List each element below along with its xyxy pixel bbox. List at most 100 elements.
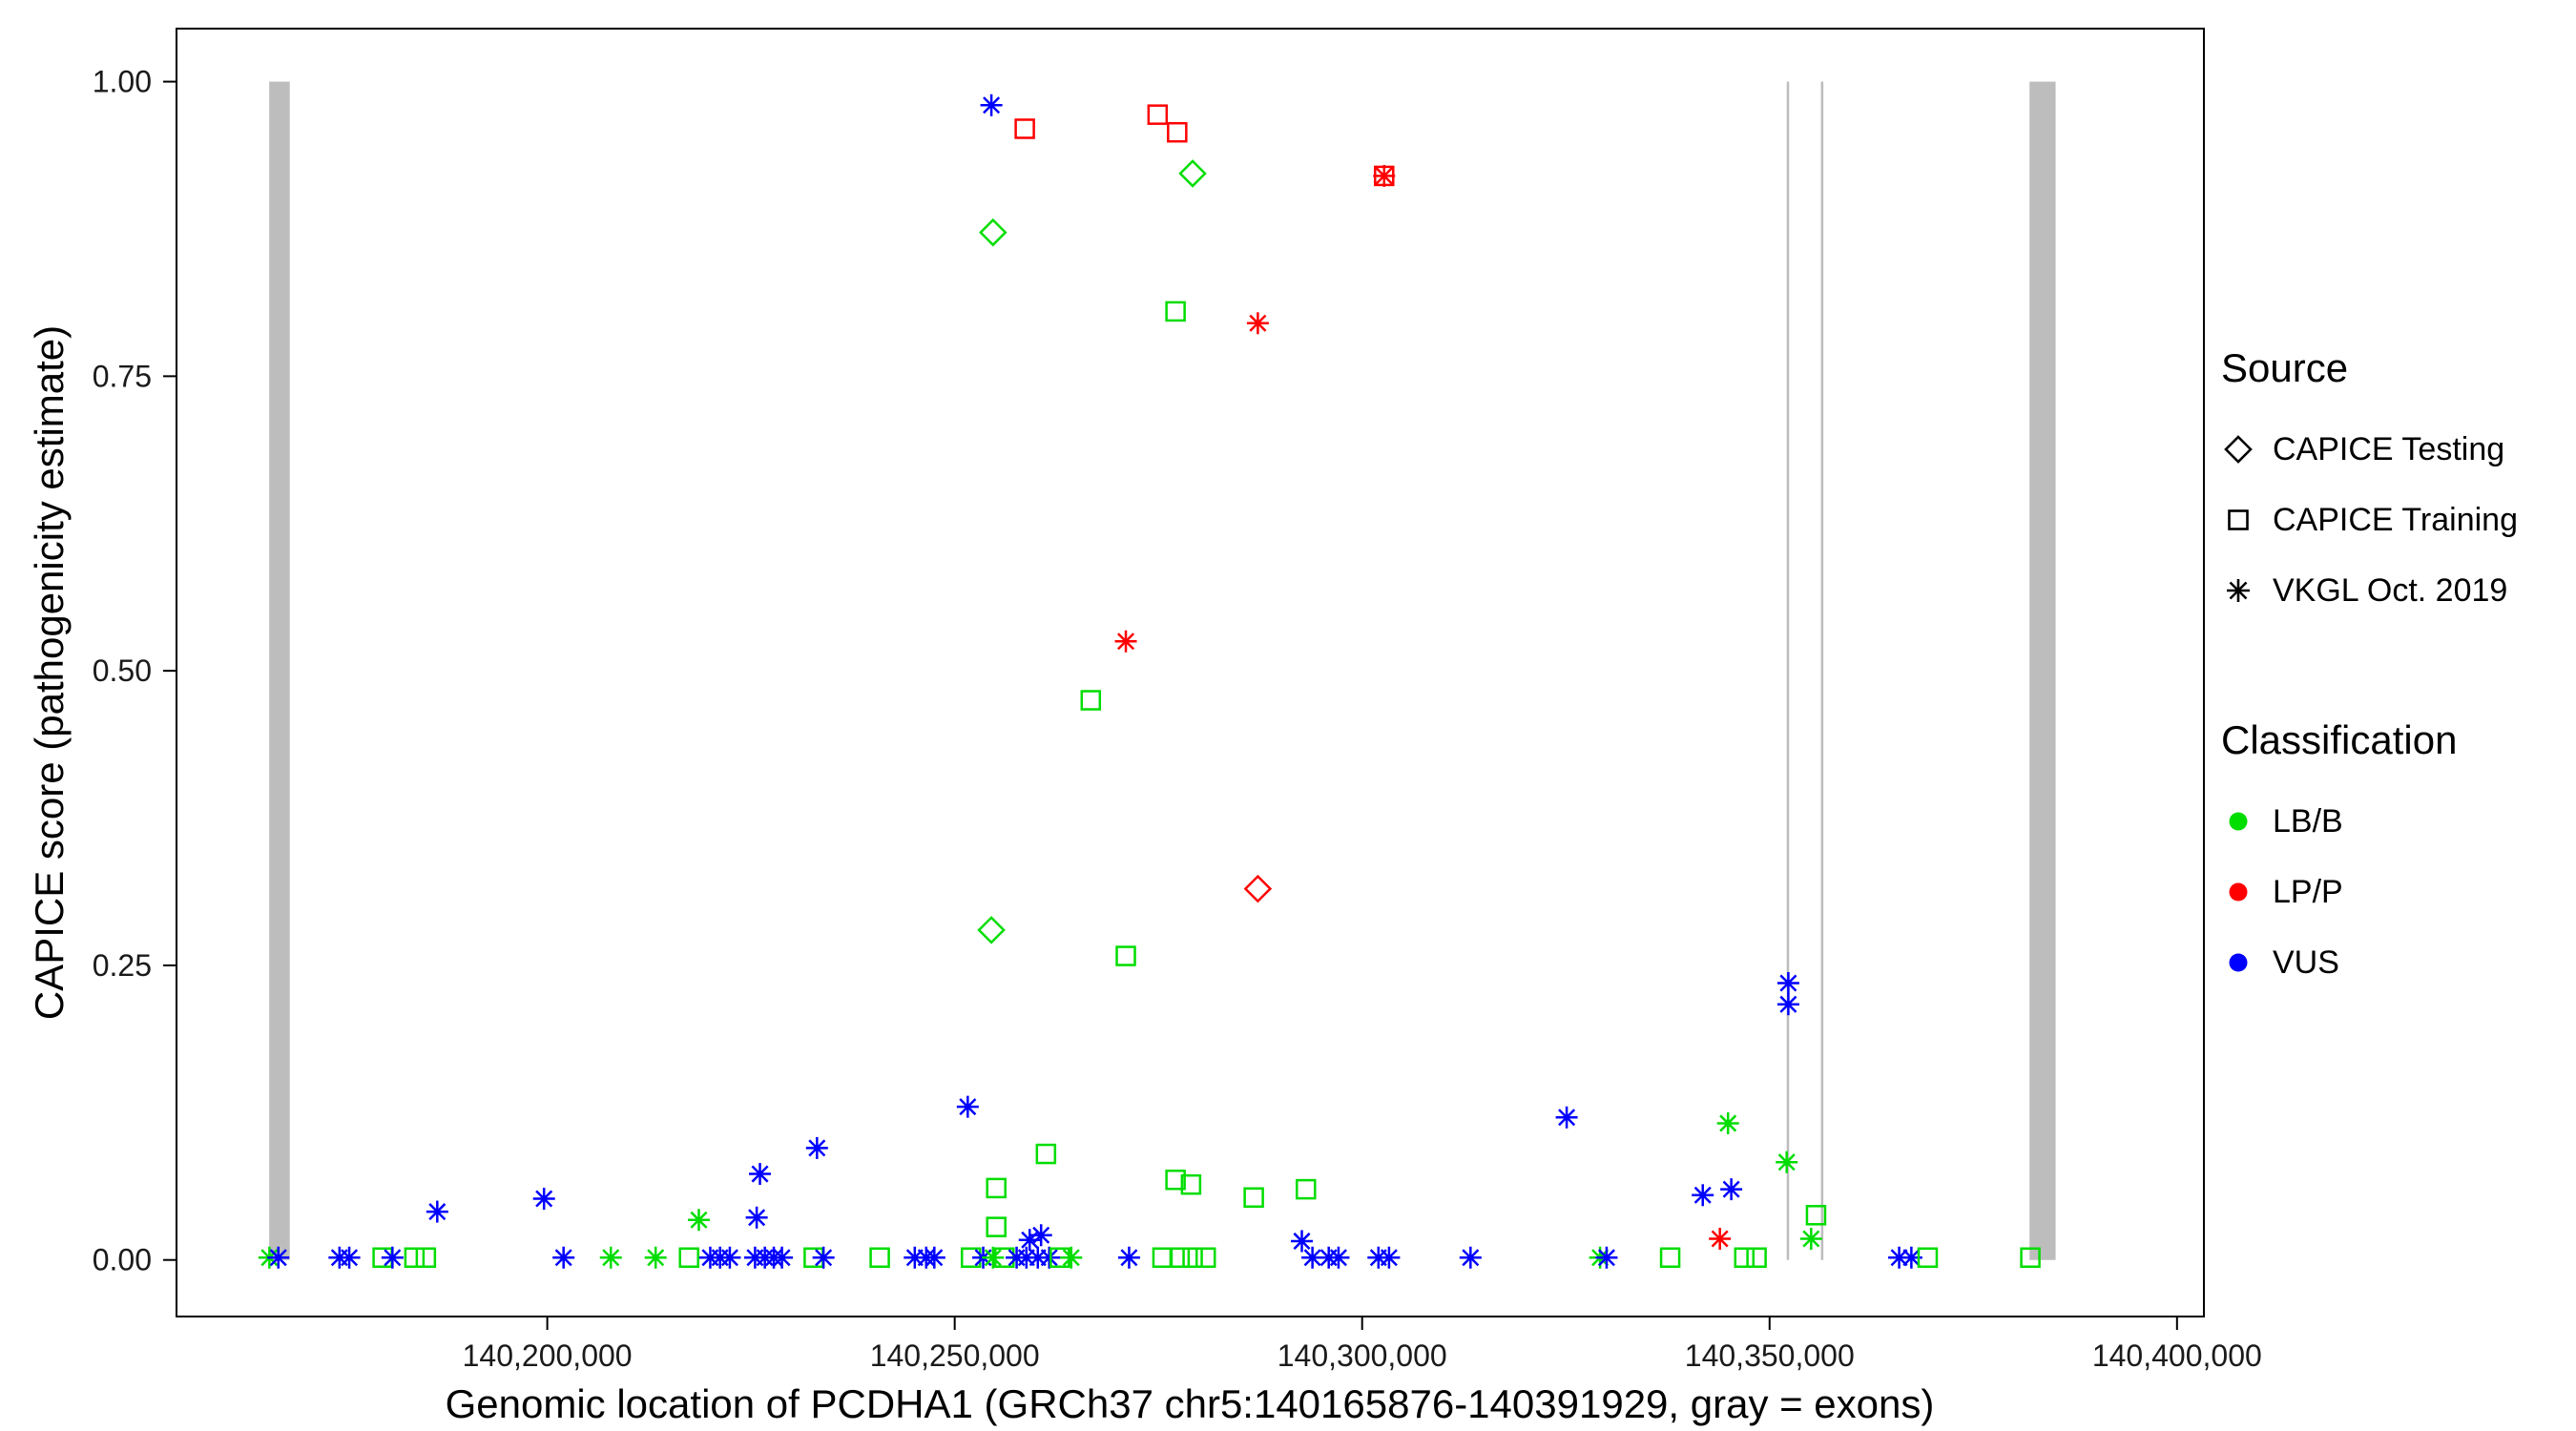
legend-item-label: CAPICE Testing	[2273, 430, 2505, 467]
legend-source-section: Source CAPICE Testing CAPICE Training	[2221, 345, 2518, 626]
legend-item-vkgl: VKGL Oct. 2019	[2221, 555, 2518, 626]
y-tick-label: 1.00	[93, 65, 152, 99]
legend-item-label: CAPICE Training	[2273, 501, 2518, 538]
data-point-asterisk	[1038, 1246, 1061, 1269]
legend-item-vus: VUS	[2221, 927, 2518, 998]
legend-classification-section: Classification LB/B LP/P VUS	[2221, 717, 2518, 998]
data-point-asterisk	[1327, 1246, 1350, 1269]
data-point-asterisk	[1555, 1106, 1578, 1129]
data-point-square	[1659, 1247, 1681, 1268]
data-point-asterisk	[1720, 1178, 1743, 1201]
data-point-asterisk	[1378, 1246, 1401, 1269]
data-point-square	[1746, 1247, 1767, 1268]
data-point-square	[1165, 1169, 1186, 1191]
data-point-asterisk	[1716, 1111, 1739, 1134]
data-point-asterisk	[267, 1246, 290, 1269]
data-point-diamond	[1178, 159, 1207, 188]
data-point-asterisk	[1595, 1246, 1618, 1269]
legend-item-label: VUS	[2273, 944, 2339, 981]
data-point-square	[1014, 118, 1035, 139]
data-point-asterisk	[687, 1209, 710, 1232]
data-point-asterisk	[1459, 1246, 1482, 1269]
data-point-asterisk	[1709, 1227, 1732, 1250]
legend-item-label: VKGL Oct. 2019	[2273, 571, 2508, 609]
data-point-square	[404, 1247, 426, 1268]
data-point-square	[2020, 1247, 2041, 1268]
panel-border	[176, 28, 2205, 1317]
legend: Source CAPICE Testing CAPICE Training	[2221, 345, 2518, 1089]
data-point-asterisk	[718, 1246, 741, 1269]
x-tick-label: 140,350,000	[1685, 1338, 1855, 1373]
data-point-asterisk	[644, 1246, 667, 1269]
data-point-asterisk	[381, 1246, 404, 1269]
data-point-square	[1152, 1247, 1174, 1268]
data-point-asterisk	[1060, 1246, 1083, 1269]
x-tick-label: 140,250,000	[870, 1338, 1040, 1373]
lbb-dot-icon	[2229, 812, 2248, 831]
data-point-square	[986, 1216, 1007, 1237]
data-point-square	[1080, 690, 1102, 711]
legend-item-capice-testing: CAPICE Testing	[2221, 414, 2518, 485]
exon-band	[1786, 81, 1790, 1260]
data-point-asterisk	[771, 1246, 794, 1269]
data-point-asterisk	[1114, 630, 1137, 653]
data-point-asterisk	[745, 1206, 768, 1229]
asterisk-marker-icon	[2227, 579, 2250, 602]
data-point-asterisk	[599, 1246, 622, 1269]
data-point-diamond	[977, 916, 1006, 944]
data-point-asterisk	[982, 1246, 1005, 1269]
data-point-asterisk	[338, 1246, 361, 1269]
legend-item-lbb: LB/B	[2221, 786, 2518, 857]
data-point-asterisk	[1776, 993, 1799, 1016]
legend-item-label: LP/P	[2273, 873, 2343, 910]
legend-item-capice-training: CAPICE Training	[2221, 485, 2518, 555]
legend-classification-title: Classification	[2221, 717, 2458, 762]
exon-band	[269, 81, 290, 1260]
data-point-square	[1296, 1178, 1317, 1200]
data-point-asterisk	[805, 1136, 828, 1159]
data-point-square	[1734, 1247, 1755, 1268]
legend-item-label: LB/B	[2273, 802, 2343, 840]
x-tick-label: 140,200,000	[463, 1338, 633, 1373]
data-point-square	[1115, 945, 1136, 966]
data-point-asterisk	[1692, 1184, 1714, 1207]
exon-band	[2029, 81, 2056, 1260]
data-point-asterisk	[1799, 1227, 1822, 1250]
lpp-dot-icon	[2229, 882, 2248, 902]
data-point-asterisk	[749, 1163, 772, 1186]
data-point-square	[415, 1247, 437, 1268]
x-tick-label: 140,300,000	[1278, 1338, 1447, 1373]
data-point-square	[1195, 1247, 1216, 1268]
data-point-asterisk	[426, 1200, 448, 1223]
data-point-square	[1243, 1187, 1264, 1209]
data-point-square	[869, 1247, 890, 1268]
data-point-asterisk	[923, 1246, 945, 1269]
data-point-square	[1180, 1173, 1202, 1195]
square-marker-icon	[2228, 509, 2249, 530]
data-point-square	[1182, 1247, 1203, 1268]
y-tick-label: 0.25	[93, 948, 152, 983]
x-axis-title: Genomic location of PCDHA1 (GRCh37 chr5:…	[445, 1381, 1935, 1426]
x-tick-label: 140,400,000	[2092, 1338, 2262, 1373]
data-point-square	[1917, 1247, 1939, 1268]
data-point-asterisk	[1018, 1229, 1041, 1252]
data-point-square	[1805, 1205, 1827, 1226]
y-axis-title: CAPICE score (pathogenicity estimate)	[27, 324, 72, 1021]
data-point-asterisk	[1373, 164, 1396, 187]
data-point-asterisk	[980, 93, 1003, 116]
data-point-asterisk	[1776, 971, 1799, 994]
data-point-asterisk	[956, 1095, 979, 1118]
data-point-asterisk	[552, 1246, 575, 1269]
data-point-asterisk	[1117, 1246, 1140, 1269]
data-point-asterisk	[1291, 1230, 1314, 1253]
data-point-square	[1165, 301, 1186, 322]
data-point-square	[1035, 1143, 1057, 1165]
data-point-diamond	[1243, 874, 1273, 903]
data-point-asterisk	[1776, 1151, 1798, 1173]
exon-band	[1820, 81, 1824, 1260]
data-point-asterisk	[812, 1246, 835, 1269]
data-point-square	[1169, 1247, 1191, 1268]
y-tick-label: 0.75	[93, 359, 152, 393]
vus-dot-icon	[2229, 953, 2248, 972]
